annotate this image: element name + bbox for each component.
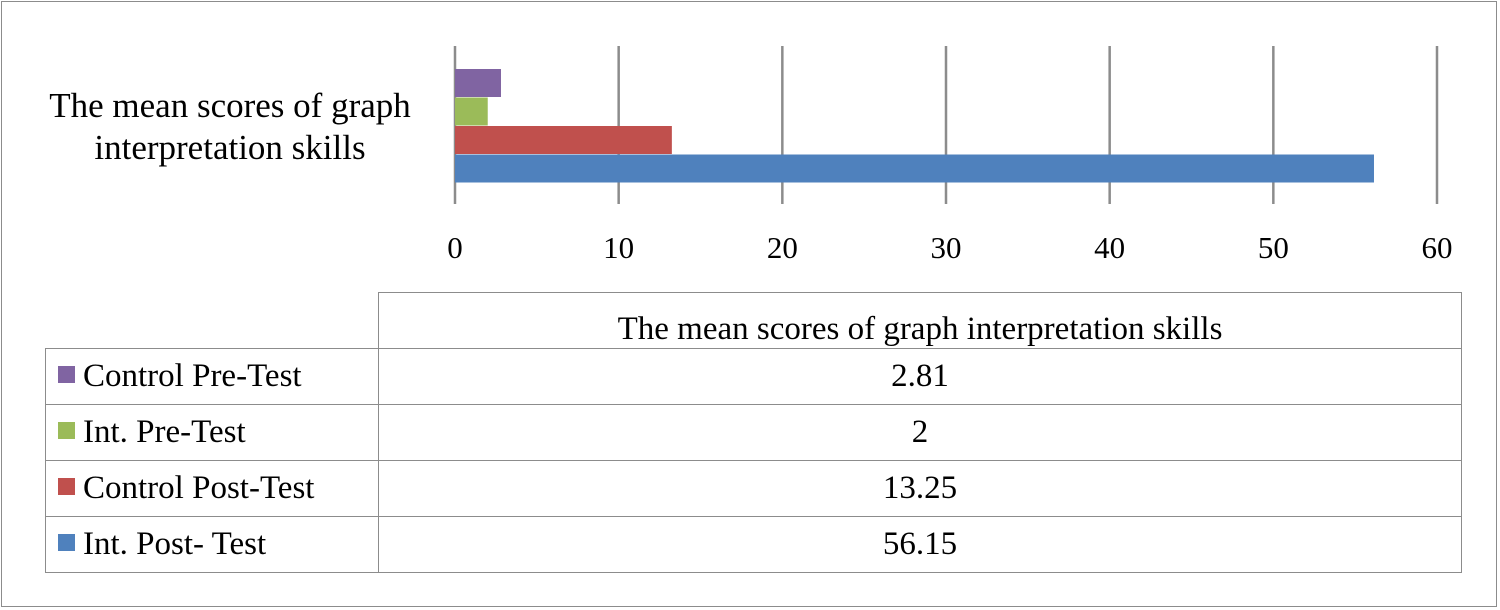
table-row: Int. Post- Test 56.15: [45, 515, 1462, 573]
table-row: Int. Pre-Test 2: [45, 403, 1462, 461]
legend-swatch: [58, 478, 75, 496]
legend-swatch: [58, 534, 75, 552]
x-tick-label: 30: [931, 230, 962, 265]
x-tick-label: 60: [1422, 230, 1453, 265]
value-cell: 56.15: [378, 515, 1462, 573]
table-header: The mean scores of graph interpretation …: [378, 292, 1462, 349]
legend-swatch: [58, 422, 75, 440]
table-header-row: The mean scores of graph interpretation …: [45, 292, 1462, 349]
bar-control-pre-test: [455, 69, 501, 97]
table-corner: [45, 292, 379, 349]
series-name: Control Pre-Test: [83, 357, 302, 394]
series-name: Int. Pre-Test: [83, 413, 246, 450]
x-tick-label: 10: [603, 230, 634, 265]
bar-chart: 0 10 20 30 40 50 60: [447, 46, 1453, 265]
value-cell: 13.25: [378, 459, 1462, 517]
value-cell: 2: [378, 403, 1462, 461]
bar-int-post-test: [455, 154, 1374, 183]
bar-int-pre-test: [455, 97, 488, 126]
series-name: Int. Post- Test: [83, 525, 267, 562]
bars: [455, 69, 1374, 183]
table-row: Control Post-Test 13.25: [45, 459, 1462, 517]
x-tick-label: 50: [1258, 230, 1289, 265]
series-name: Control Post-Test: [83, 469, 315, 506]
x-tick-label: 40: [1094, 230, 1125, 265]
legend-swatch: [58, 366, 75, 384]
x-tick-labels: 0 10 20 30 40 50 60: [447, 230, 1452, 265]
data-table: The mean scores of graph interpretation …: [45, 292, 1462, 573]
value-cell: 2.81: [378, 347, 1462, 405]
category-label: The mean scores of graph interpretation …: [49, 86, 411, 167]
legend-cell: Int. Pre-Test: [45, 403, 379, 461]
bar-control-post-test: [455, 126, 672, 154]
x-tick-label: 20: [767, 230, 798, 265]
x-tick-label: 0: [447, 230, 463, 265]
table-row: Control Pre-Test 2.81: [45, 347, 1462, 405]
legend-cell: Int. Post- Test: [45, 515, 379, 573]
legend-cell: Control Post-Test: [45, 459, 379, 517]
legend-cell: Control Pre-Test: [45, 347, 379, 405]
table-body: Control Pre-Test 2.81 Int. Pre-Test 2 Contro…: [45, 347, 1462, 573]
